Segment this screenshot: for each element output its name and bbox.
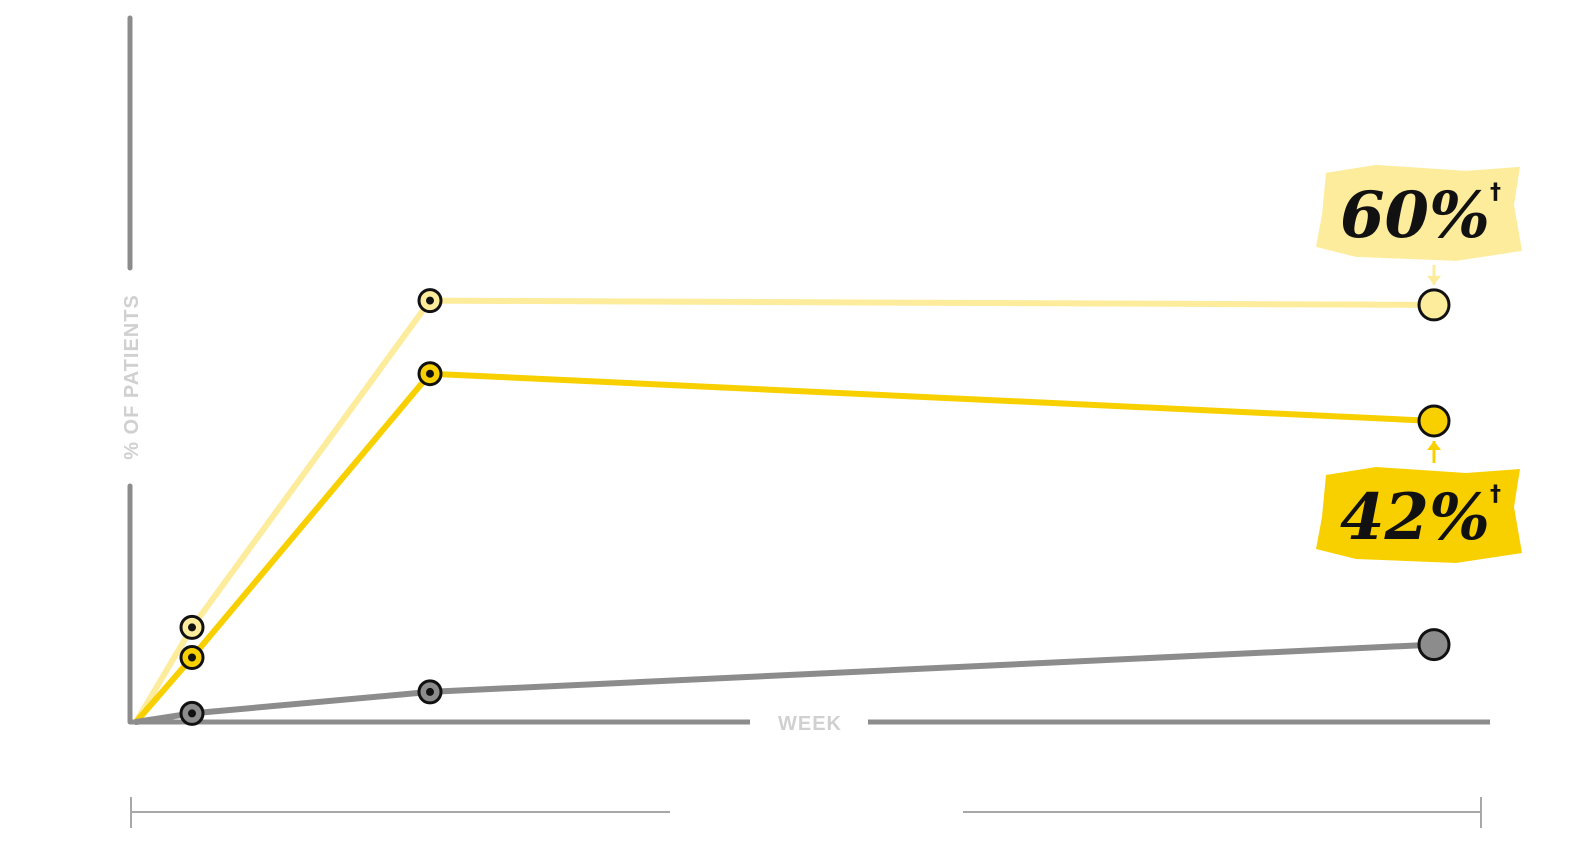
callout-s1: 60% † bbox=[1316, 164, 1522, 285]
series-line-1 bbox=[133, 297, 1437, 725]
callout-value: 42% bbox=[1340, 480, 1490, 555]
data-point-s1-4 bbox=[1417, 288, 1451, 322]
data-point-s1-2 bbox=[179, 614, 205, 640]
series-line-3 bbox=[133, 641, 1437, 725]
callout-brush-bg bbox=[1316, 467, 1522, 563]
callout-footnote-mark: † bbox=[1490, 482, 1501, 507]
callout-brush-bg bbox=[1316, 164, 1522, 261]
data-point-s2-4 bbox=[1417, 404, 1451, 438]
x-axis-label: WEEK bbox=[778, 713, 842, 735]
data-point-s2-3 bbox=[417, 361, 443, 387]
data-point-s3-2 bbox=[179, 700, 205, 726]
callout-value: 60% bbox=[1340, 178, 1490, 253]
data-point-s1-3 bbox=[417, 288, 443, 314]
callout-s2: 42% † bbox=[1316, 441, 1522, 563]
marker-layer bbox=[179, 288, 1451, 726]
data-point-s2-2 bbox=[179, 645, 205, 670]
data-point-s3-3 bbox=[417, 679, 443, 705]
series-line-2 bbox=[133, 370, 1437, 725]
data-point-s3-4 bbox=[1417, 628, 1451, 662]
callout-arrowhead bbox=[1427, 441, 1441, 450]
callout-footnote-mark: † bbox=[1490, 180, 1501, 205]
series-layer bbox=[133, 297, 1437, 725]
callout-layer: 60% †42% † bbox=[1316, 164, 1522, 563]
callout-arrowhead bbox=[1427, 275, 1441, 285]
y-axis-label: % OF PATIENTS bbox=[121, 294, 143, 460]
bottom-bracket bbox=[130, 797, 1482, 828]
